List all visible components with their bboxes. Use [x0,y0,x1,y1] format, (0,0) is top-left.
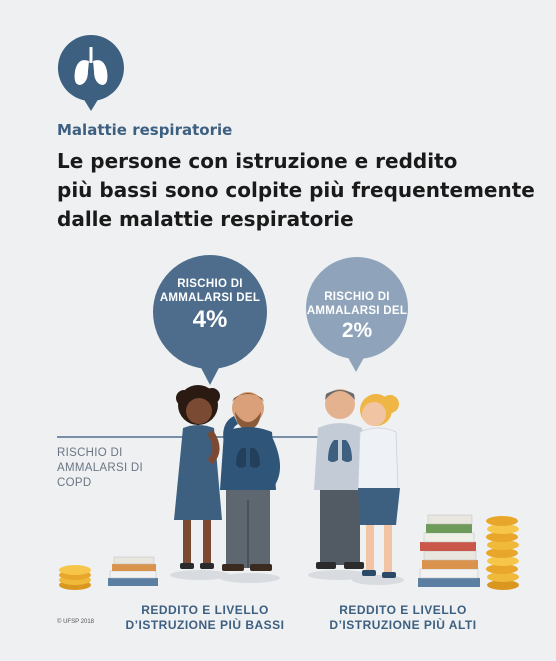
group-label-line: D’ISTRUZIONE PIÙ BASSI [125,618,285,632]
page-title: Le persone con istruzione e reddito più … [57,147,537,234]
risk-value: 2% [341,319,373,342]
risk-value: 4% [192,306,228,333]
risk-label-line: RISCHIO DI [177,278,243,290]
title-line: più bassi sono colpite più frequentement… [57,178,535,202]
title-line: dalle malattie respiratorie [57,207,354,231]
title-line: Le persone con istruzione e reddito [57,149,458,173]
person-woman-left [174,385,222,569]
risk-bubble-high-income: RISCHIO DI AMMALARSI DEL 2% [306,257,408,359]
person-man-right [314,389,366,569]
books-stack-tall [418,514,480,587]
copyright-note: © UFSP 2018 [57,619,94,625]
group-label-line: D’ISTRUZIONE PIÙ ALTI [329,618,477,632]
group-label-line: REDDITO E LIVELLO [141,603,269,617]
person-woman-right [357,394,400,578]
coins-stack-small [59,565,91,590]
copd-label-line: COPD [57,477,92,489]
person-man-left [220,392,280,571]
coins-stack-tall [486,516,519,590]
risk-label-line: RISCHIO DI [324,291,390,303]
group-label-line: REDDITO E LIVELLO [339,603,467,617]
copd-label-line: AMMALARSI DI [57,462,144,474]
books-stack-small [108,556,158,586]
group-label-high: REDDITO E LIVELLO D’ISTRUZIONE PIÙ ALTI [308,603,498,633]
lungs-icon [57,35,124,111]
copd-risk-label: RISCHIO DI AMMALARSI DI COPD [57,446,143,491]
group-label-low: REDDITO E LIVELLO D’ISTRUZIONE PIÙ BASSI [120,603,290,633]
risk-bubble-low-income: RISCHIO DI AMMALARSI DEL 4% [153,255,267,369]
risk-label-line: AMMALARSI DEL [159,292,261,304]
category-label: Malattie respiratorie [57,121,233,139]
copd-label-line: RISCHIO DI [57,447,123,459]
risk-label-line: AMMALARSI DEL [306,305,408,317]
